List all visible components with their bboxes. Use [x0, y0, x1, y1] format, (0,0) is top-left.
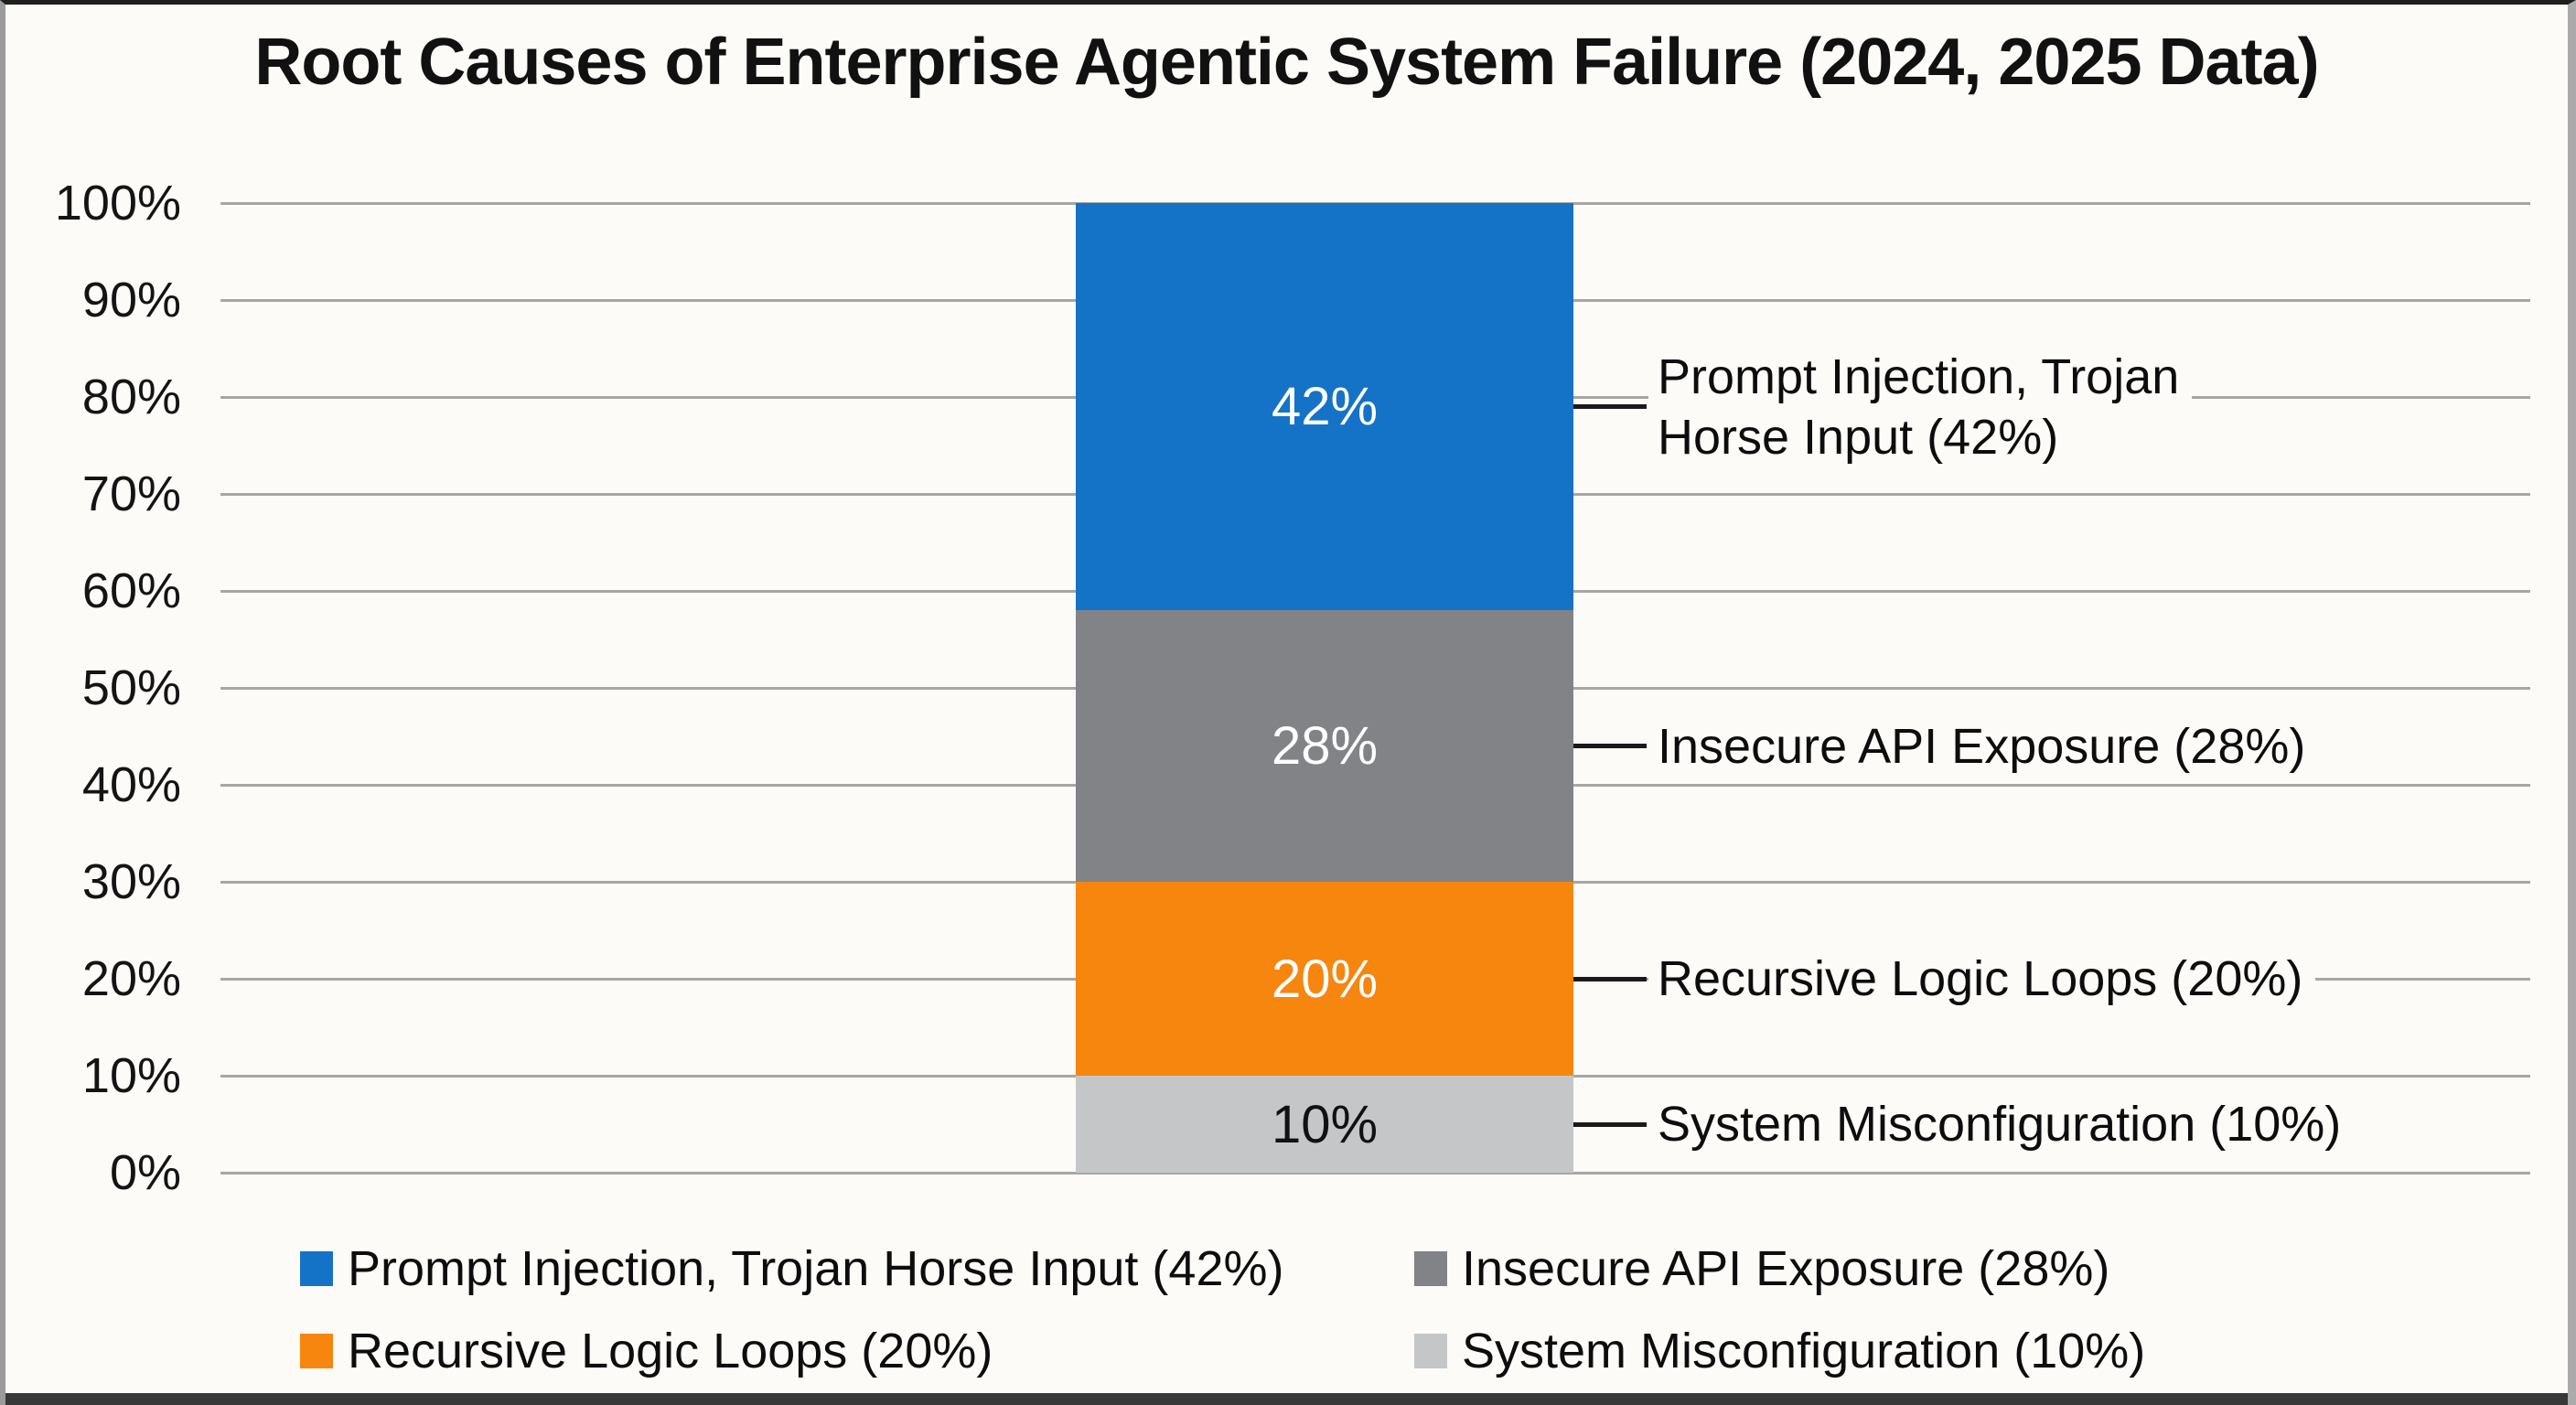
legend-item: Insecure API Exposure (28%)	[1414, 1241, 2109, 1296]
y-tick-label: 10%	[81, 1048, 181, 1103]
y-tick-label: 40%	[81, 757, 181, 812]
y-tick-label: 100%	[54, 176, 181, 231]
plot-area: 100% 90% 80% 70% 60% 50% 40% 30% 20% 10% 0% 42% 28%…	[5, 5, 2568, 1405]
legend-label: System Misconfiguration (10%)	[1462, 1324, 2146, 1378]
bar-value-label: 20%	[1271, 949, 1379, 1009]
y-tick-label: 20%	[81, 951, 181, 1006]
bar-value-label: 10%	[1271, 1094, 1379, 1154]
callout-leader-line	[1573, 976, 1647, 981]
gridline	[220, 1171, 2530, 1174]
callout-leader-line	[1573, 404, 1647, 410]
callout-label: Prompt Injection, Trojan Horse Input (42%…	[1648, 340, 2193, 473]
bar-segment: 10%	[1076, 1076, 1573, 1173]
legend-swatch	[1414, 1334, 1447, 1368]
bar-segment: 28%	[1076, 610, 1573, 882]
y-tick-label: 80%	[81, 370, 181, 424]
callout-label: Recursive Logic Loops (20%)	[1648, 943, 2316, 1014]
y-tick-label: 90%	[81, 273, 181, 327]
bar-segment: 20%	[1076, 882, 1573, 1076]
callout-label: System Misconfiguration (10%)	[1648, 1089, 2355, 1160]
legend-swatch	[300, 1334, 333, 1368]
y-tick-label: 50%	[81, 660, 181, 715]
legend-item: Prompt Injection, Trojan Horse Input (42…	[300, 1241, 1283, 1296]
callout-label-line: Recursive Logic Loops (20%)	[1658, 951, 2303, 1006]
y-tick-label: 0%	[109, 1145, 181, 1200]
bottom-border	[5, 1393, 2568, 1405]
legend-swatch	[1414, 1251, 1447, 1286]
y-tick-label: 70%	[81, 467, 181, 521]
legend-item: System Misconfiguration (10%)	[1414, 1324, 2145, 1378]
callout-label-line: Insecure API Exposure (28%)	[1658, 718, 2306, 774]
callout-label: Insecure API Exposure (28%)	[1648, 710, 2319, 782]
legend-swatch	[300, 1251, 333, 1286]
legend-label: Insecure API Exposure (28%)	[1462, 1241, 2110, 1296]
legend-item: Recursive Logic Loops (20%)	[300, 1324, 993, 1378]
callout-label-line: System Misconfiguration (10%)	[1658, 1097, 2342, 1152]
legend-label: Prompt Injection, Trojan Horse Input (42…	[348, 1241, 1284, 1296]
bar-value-label: 28%	[1271, 716, 1379, 777]
callout-leader-line	[1573, 1121, 1647, 1127]
y-tick-label: 60%	[81, 563, 181, 618]
callout-label-line: Horse Input (42%)	[1658, 409, 2059, 465]
bar-segment: 42%	[1076, 203, 1573, 611]
callout-label-line: Prompt Injection, Trojan	[1658, 349, 2180, 404]
legend-label: Recursive Logic Loops (20%)	[348, 1324, 993, 1378]
bar-value-label: 42%	[1271, 377, 1379, 437]
y-tick-label: 30%	[81, 854, 181, 909]
callout-leader-line	[1573, 744, 1647, 749]
chart-title: Root Causes of Enterprise Agentic System…	[254, 26, 2319, 99]
